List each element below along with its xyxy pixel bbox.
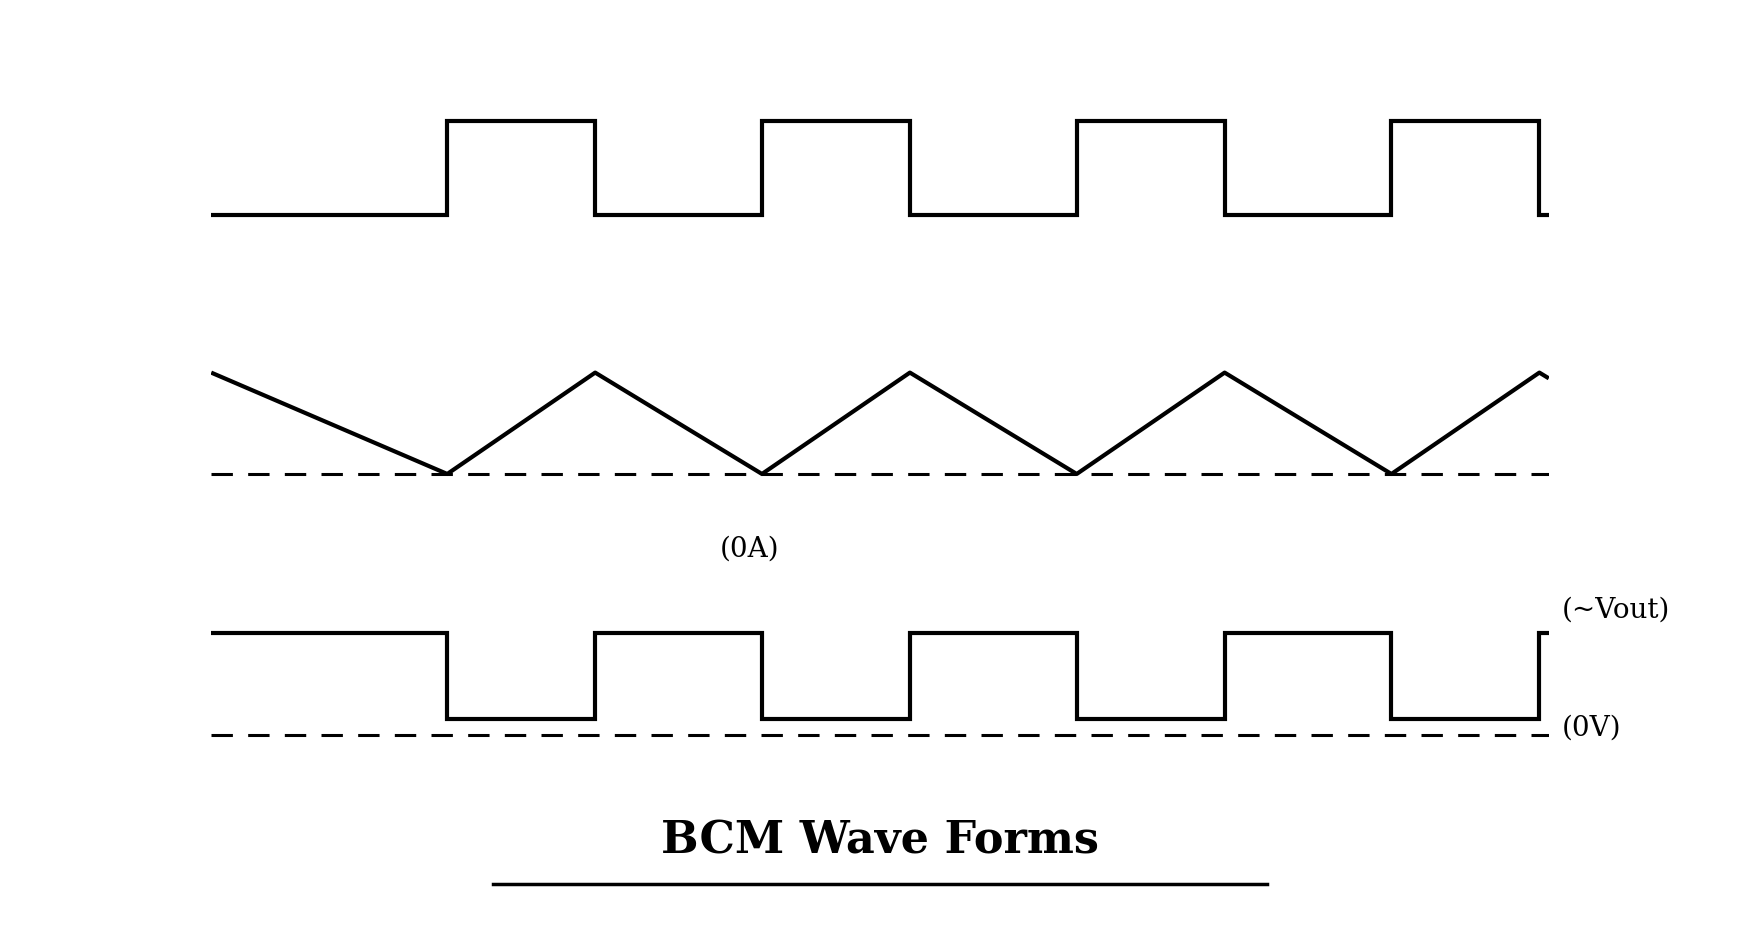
- Text: (0A): (0A): [720, 536, 780, 563]
- Text: (0V): (0V): [1563, 714, 1621, 741]
- Text: (~Vout): (~Vout): [1563, 597, 1670, 624]
- Text: BCM Wave Forms: BCM Wave Forms: [662, 820, 1098, 863]
